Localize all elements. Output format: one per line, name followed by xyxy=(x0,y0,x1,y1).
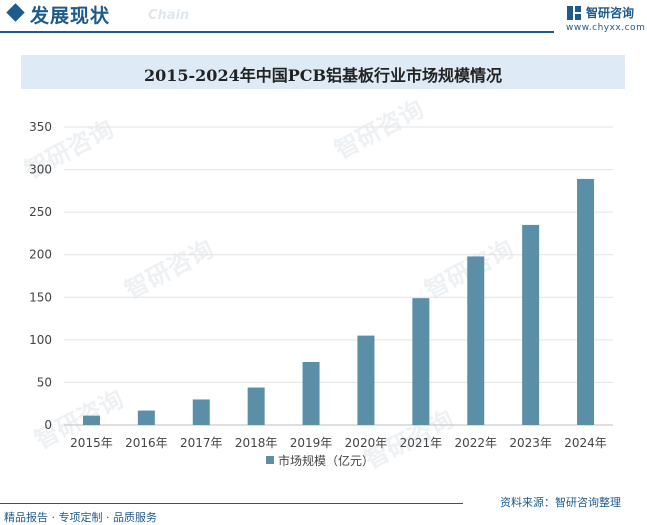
bar xyxy=(137,410,155,425)
y-tick-label: 150 xyxy=(29,290,52,304)
y-tick-label: 100 xyxy=(29,333,52,347)
bar xyxy=(357,335,375,425)
bar xyxy=(522,224,540,425)
legend: 市场规模（亿元） xyxy=(266,453,374,468)
y-tick-label: 250 xyxy=(29,205,52,219)
bar xyxy=(192,399,210,425)
y-tick-label: 300 xyxy=(29,163,52,177)
chart-title: 2015-2024年中国PCB铝基板行业市场规模情况 xyxy=(144,66,502,85)
y-tick-label: 350 xyxy=(29,120,52,134)
bar xyxy=(302,361,320,425)
legend-swatch xyxy=(266,456,274,464)
header-divider xyxy=(0,31,554,33)
brand-name: 智研咨询 xyxy=(586,6,635,20)
bar xyxy=(412,298,430,425)
x-tick-label: 2024年 xyxy=(564,436,607,450)
bar xyxy=(577,178,595,425)
y-tick-label: 200 xyxy=(29,248,52,262)
footer-tagline: 精品报告 · 专项定制 · 品质服务 xyxy=(4,511,157,524)
y-tick-label: 0 xyxy=(44,418,52,432)
brand-url: www.chyxx.com xyxy=(566,23,646,33)
x-tick-label: 2021年 xyxy=(400,436,443,450)
bar xyxy=(467,256,485,425)
x-axis-labels: 2015年 2016年 2017年 2018年 2019年 2020年 2021年 2022年… xyxy=(70,436,607,450)
section-title: 发展现状 xyxy=(30,5,111,27)
section-subtitle: Chain xyxy=(148,8,190,23)
x-tick-label: 2023年 xyxy=(509,436,552,450)
x-tick-label: 2016年 xyxy=(125,436,168,450)
diamond-icon xyxy=(6,3,25,22)
bar xyxy=(247,387,265,425)
x-tick-label: 2018年 xyxy=(235,436,278,450)
bars xyxy=(82,178,595,425)
legend-label: 市场规模（亿元） xyxy=(278,453,374,468)
brand-logo-icon xyxy=(567,6,581,20)
grid-lines xyxy=(64,126,613,426)
x-tick-label: 2015年 xyxy=(70,436,113,450)
chart-title-box: 2015-2024年中国PCB铝基板行业市场规模情况 xyxy=(21,55,625,89)
y-axis-labels: 0 50 100 150 200 250 300 350 xyxy=(29,120,52,432)
page-header: 发展现状 Chain 智研咨询 www.chyxx.com xyxy=(0,0,647,34)
x-tick-label: 2020年 xyxy=(345,436,388,450)
x-tick-label: 2019年 xyxy=(290,436,333,450)
y-tick-label: 50 xyxy=(37,375,52,389)
x-tick-label: 2022年 xyxy=(454,436,497,450)
source-note: 资料来源：智研咨询整理 xyxy=(500,496,621,509)
footer-divider xyxy=(0,503,463,504)
bar xyxy=(82,415,100,425)
x-tick-label: 2017年 xyxy=(180,436,223,450)
